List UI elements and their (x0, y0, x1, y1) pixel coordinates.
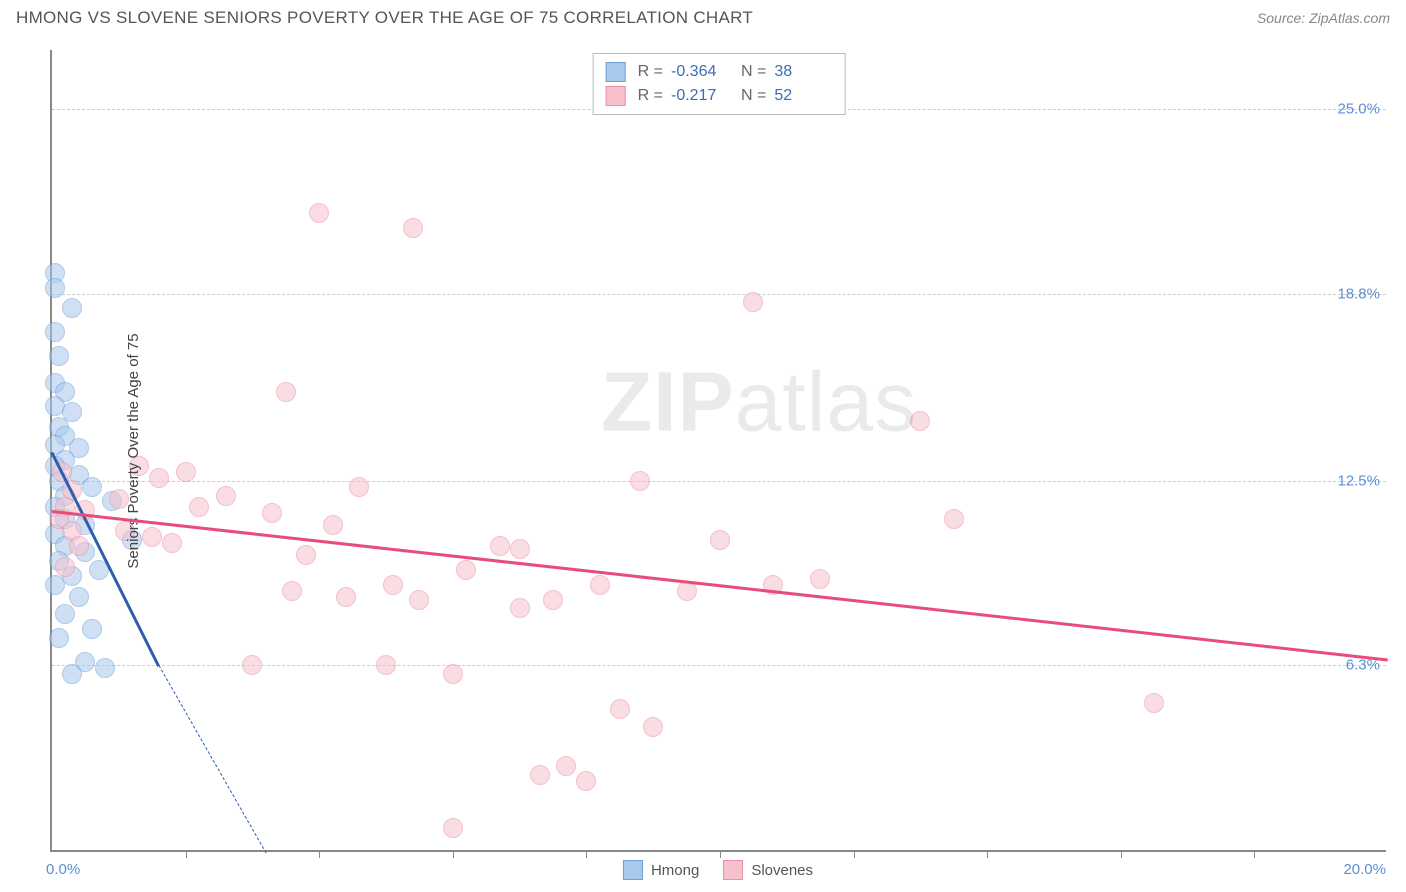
y-axis-label: 12.5% (1337, 472, 1380, 489)
scatter-point (630, 471, 650, 491)
stats-row: R = -0.217 N = 52 (606, 84, 833, 108)
x-tick (586, 850, 587, 858)
scatter-point (543, 590, 563, 610)
n-value: 38 (774, 60, 832, 84)
scatter-point (262, 503, 282, 523)
scatter-point (383, 575, 403, 595)
scatter-point (710, 530, 730, 550)
x-tick (987, 850, 988, 858)
x-axis-min-label: 0.0% (46, 861, 80, 878)
r-value: -0.217 (671, 84, 729, 108)
legend-label: Slovenes (751, 862, 813, 879)
scatter-point (149, 468, 169, 488)
scatter-point (189, 497, 209, 517)
scatter-point (510, 539, 530, 559)
correlation-stats-box: R = -0.364 N = 38 R = -0.217 N = 52 (593, 53, 846, 115)
scatter-point (45, 322, 65, 342)
scatter-point (443, 818, 463, 838)
scatter-point (323, 515, 343, 535)
scatter-point (296, 545, 316, 565)
legend-item: Hmong (623, 860, 699, 880)
scatter-point (944, 509, 964, 529)
watermark: ZIPatlas (601, 354, 917, 451)
scatter-point (376, 655, 396, 675)
scatter-point (556, 756, 576, 776)
scatter-point (45, 278, 65, 298)
scatter-point (643, 717, 663, 737)
y-axis-label: 25.0% (1337, 101, 1380, 118)
scatter-point (576, 771, 596, 791)
scatter-point (69, 536, 89, 556)
scatter-point (62, 298, 82, 318)
scatter-point (176, 462, 196, 482)
chart-container: ZIPatlas R =-0.364N =38R =-0.217N =52 6.… (50, 50, 1386, 852)
chart-title: HMONG VS SLOVENE SENIORS POVERTY OVER TH… (16, 8, 753, 28)
scatter-point (743, 292, 763, 312)
r-label: R = (638, 60, 663, 84)
scatter-point (336, 587, 356, 607)
scatter-point (276, 382, 296, 402)
scatter-point (82, 477, 102, 497)
scatter-point (810, 569, 830, 589)
plot-area: ZIPatlas R =-0.364N =38R =-0.217N =52 6.… (50, 50, 1386, 852)
scatter-point (530, 765, 550, 785)
trend-line (158, 665, 266, 853)
legend: Hmong Slovenes (623, 860, 813, 880)
scatter-point (409, 590, 429, 610)
legend-label: Hmong (651, 862, 699, 879)
x-tick (319, 850, 320, 858)
scatter-point (45, 575, 65, 595)
n-label: N = (741, 84, 766, 108)
y-axis-title: Seniors Poverty Over the Age of 75 (125, 333, 142, 568)
scatter-point (610, 699, 630, 719)
gridline (52, 294, 1386, 295)
scatter-point (49, 346, 69, 366)
x-tick (186, 850, 187, 858)
n-label: N = (741, 60, 766, 84)
x-tick (1121, 850, 1122, 858)
legend-swatch (723, 860, 743, 880)
x-tick (854, 850, 855, 858)
scatter-point (142, 527, 162, 547)
gridline (52, 481, 1386, 482)
legend-item: Slovenes (723, 860, 813, 880)
scatter-point (403, 218, 423, 238)
scatter-point (490, 536, 510, 556)
x-axis-max-label: 20.0% (1343, 861, 1386, 878)
scatter-point (242, 655, 262, 675)
stats-row: R = -0.364 N = 38 (606, 60, 833, 84)
x-tick (453, 850, 454, 858)
y-axis-label: 18.8% (1337, 285, 1380, 302)
series-swatch (606, 62, 626, 82)
x-tick (720, 850, 721, 858)
scatter-point (95, 658, 115, 678)
scatter-point (49, 628, 69, 648)
scatter-point (590, 575, 610, 595)
r-value: -0.364 (671, 60, 729, 84)
scatter-point (55, 557, 75, 577)
scatter-point (162, 533, 182, 553)
scatter-point (349, 477, 369, 497)
x-tick (1254, 850, 1255, 858)
scatter-point (910, 411, 930, 431)
legend-swatch (623, 860, 643, 880)
scatter-point (443, 664, 463, 684)
scatter-point (62, 664, 82, 684)
scatter-point (282, 581, 302, 601)
scatter-point (456, 560, 476, 580)
series-swatch (606, 86, 626, 106)
scatter-point (82, 619, 102, 639)
scatter-point (510, 598, 530, 618)
n-value: 52 (774, 84, 832, 108)
scatter-point (55, 604, 75, 624)
r-label: R = (638, 84, 663, 108)
scatter-point (309, 203, 329, 223)
scatter-point (1144, 693, 1164, 713)
scatter-point (216, 486, 236, 506)
source-attribution: Source: ZipAtlas.com (1257, 10, 1390, 26)
scatter-point (69, 587, 89, 607)
